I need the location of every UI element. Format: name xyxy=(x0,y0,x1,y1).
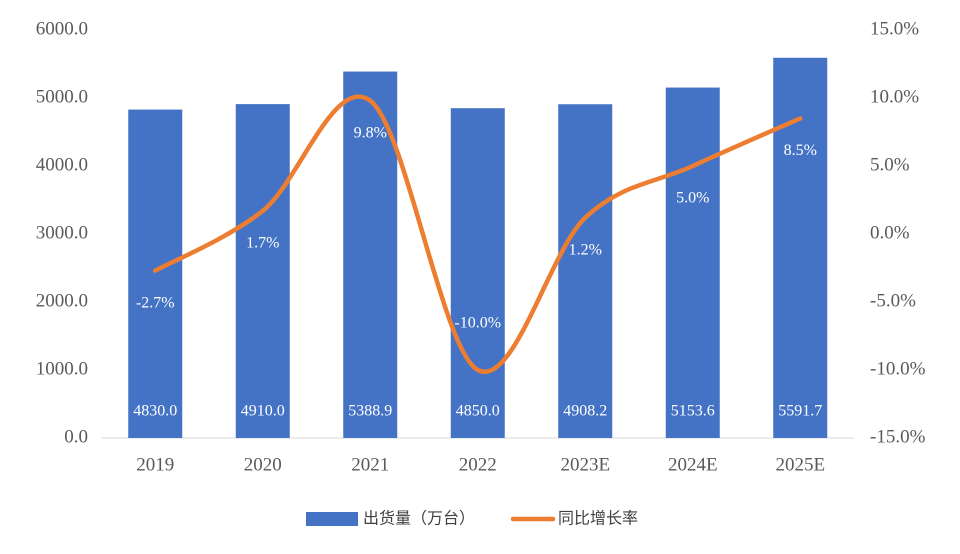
value-label: 4850.0 xyxy=(456,403,500,420)
y2-tick-label: 10.0% xyxy=(870,86,919,107)
y-tick-label: 5000.0 xyxy=(36,86,88,107)
y-tick-label: 3000.0 xyxy=(36,222,88,243)
legend-label: 同比增长率 xyxy=(558,509,638,528)
bar xyxy=(450,108,505,438)
x-tick-label: 2022 xyxy=(459,454,497,475)
bar xyxy=(128,109,183,438)
value-label: 9.8% xyxy=(354,124,387,141)
y-tick-label: 1000.0 xyxy=(36,358,88,379)
x-tick-label: 2019 xyxy=(136,454,174,475)
value-label: 4830.0 xyxy=(133,403,177,420)
y-tick-label: 6000.0 xyxy=(36,18,88,39)
x-tick-label: 2024E xyxy=(668,454,718,475)
value-label: -10.0% xyxy=(454,315,501,332)
value-label: 4910.0 xyxy=(241,403,285,420)
value-label: 4908.2 xyxy=(563,403,607,420)
y-tick-label: 4000.0 xyxy=(36,154,88,175)
value-label: 1.2% xyxy=(569,241,602,258)
value-label: 1.7% xyxy=(246,235,279,252)
legend-label: 出货量（万台） xyxy=(363,509,475,528)
bar xyxy=(773,57,828,438)
bar xyxy=(235,104,290,439)
y2-tick-label: -15.0% xyxy=(870,426,926,447)
value-label: 5153.6 xyxy=(671,403,715,420)
value-label: 5.0% xyxy=(676,190,709,207)
y2-tick-label: 0.0% xyxy=(870,222,910,243)
bar xyxy=(665,87,720,438)
y2-tick-label: -5.0% xyxy=(870,290,916,311)
value-label: 8.5% xyxy=(784,142,817,159)
y2-tick-label: -10.0% xyxy=(870,358,926,379)
x-tick-label: 2020 xyxy=(244,454,282,475)
y2-tick-label: 5.0% xyxy=(870,154,910,175)
x-tick-label: 2023E xyxy=(560,454,610,475)
line xyxy=(153,94,803,375)
y-tick-label: 0.0 xyxy=(64,426,88,447)
value-label: 5591.7 xyxy=(778,403,822,420)
value-label: -2.7% xyxy=(136,294,175,311)
bar xyxy=(558,104,613,438)
legend-swatch xyxy=(306,512,358,526)
y-tick-label: 2000.0 xyxy=(36,290,88,311)
x-tick-label: 2025E xyxy=(775,454,825,475)
value-label: 5388.9 xyxy=(348,403,392,420)
y2-tick-label: 15.0% xyxy=(870,18,919,39)
x-tick-label: 2021 xyxy=(351,454,389,475)
